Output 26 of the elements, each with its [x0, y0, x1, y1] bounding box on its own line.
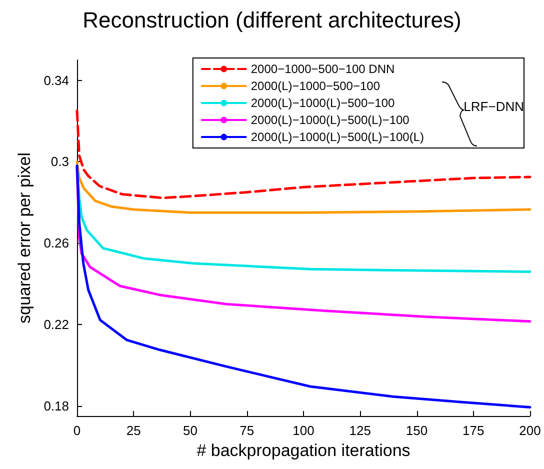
y-axis-title: squared error per pixel — [14, 152, 34, 324]
x-tick-label: 100 — [292, 423, 314, 438]
line-series — [76, 110, 532, 200]
x-tick-label: 50 — [183, 423, 198, 438]
legend-label: 2000(L)−1000(L)−500−100 — [250, 96, 395, 110]
y-tick-label: 0.26 — [44, 236, 69, 251]
x-tick-label: 0 — [73, 423, 81, 438]
line-series — [76, 164, 532, 409]
legend-label: 2000(L)−1000−500−100 — [250, 79, 380, 93]
x-axis-title: # backpropagation iterations — [196, 441, 410, 460]
x-tick-label: 25 — [126, 423, 141, 438]
legend-label: 2000−1000−500−100 DNN — [250, 62, 395, 76]
x-tick-label: 200 — [519, 423, 541, 438]
x-tick-label: 125 — [349, 423, 371, 438]
legend-label: 2000(L)−1000(L)−500(L)−100 — [250, 113, 410, 127]
chart-title: Reconstruction (different architectures) — [82, 8, 462, 32]
legend-label: 2000(L)−1000(L)−500(L)−100(L) — [250, 130, 424, 144]
y-tick-label: 0.22 — [44, 316, 69, 332]
annotation: LRF−DNN — [464, 99, 524, 114]
y-tick-label: 0.3 — [50, 154, 69, 170]
x-tick-label: 75 — [240, 423, 254, 438]
line-series — [76, 160, 532, 214]
y-tick-label: 0.18 — [44, 398, 69, 414]
x-tick-label: 150 — [406, 423, 428, 438]
x-tick-label: 175 — [462, 423, 484, 438]
y-tick-label: 0.34 — [44, 72, 69, 88]
